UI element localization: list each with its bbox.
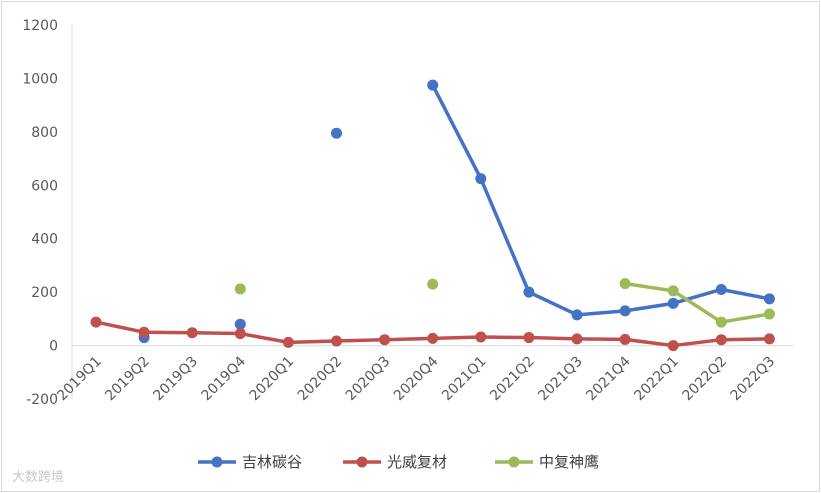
x-tick-label: 2019Q1 <box>54 354 105 405</box>
x-tick-label: 2021Q4 <box>583 353 634 404</box>
data-point <box>234 318 246 330</box>
data-point <box>523 332 535 344</box>
data-point <box>523 286 535 298</box>
x-tick-label: 2020Q1 <box>247 354 298 405</box>
data-point <box>619 305 631 317</box>
series-layer <box>90 79 775 352</box>
x-tick-label: 2021Q2 <box>487 354 538 405</box>
data-point <box>763 293 775 305</box>
data-point <box>427 278 439 290</box>
x-tick-label: 2021Q3 <box>535 354 586 405</box>
data-point <box>282 336 294 348</box>
y-tick-label: 1200 <box>22 18 58 34</box>
data-point <box>571 309 583 321</box>
x-tick-label: 2021Q1 <box>439 354 490 405</box>
y-axis-labels: 1200 1000 800 600 400 200 0 -200 <box>22 18 58 408</box>
data-point <box>475 173 487 185</box>
x-tick-label: 2019Q2 <box>102 354 153 405</box>
legend: 吉林碳谷 光威复材 中复神鹰 <box>198 453 599 471</box>
legend-item: 光威复材 <box>343 453 447 471</box>
data-point <box>138 326 150 338</box>
x-axis-labels: 2019Q12019Q22019Q32019Q42020Q12020Q22020… <box>54 353 778 404</box>
data-point <box>427 332 439 344</box>
series-2 <box>90 316 775 352</box>
y-tick-label: 400 <box>31 232 58 248</box>
y-tick-label: 0 <box>49 339 58 355</box>
x-tick-label: 2019Q3 <box>150 354 201 405</box>
y-tick-label: 800 <box>31 125 58 141</box>
data-point <box>763 333 775 345</box>
data-point <box>427 79 439 91</box>
legend-label: 光威复材 <box>387 453 447 471</box>
data-point <box>331 127 342 139</box>
data-point <box>667 285 679 297</box>
data-point <box>234 328 246 340</box>
data-point <box>715 334 727 346</box>
series-line <box>430 83 772 317</box>
legend-marker <box>356 456 368 468</box>
data-point <box>715 316 727 328</box>
y-tick-label: 1000 <box>22 71 58 87</box>
legend-label: 吉林碳谷 <box>242 453 302 471</box>
data-point <box>331 335 342 347</box>
y-tick-label: -200 <box>26 392 58 408</box>
data-point <box>619 333 631 345</box>
x-tick-label: 2022Q2 <box>680 354 731 405</box>
series-3 <box>234 278 775 328</box>
x-tick-label: 2020Q3 <box>343 354 394 405</box>
y-tick-label: 600 <box>31 178 58 194</box>
series-1 <box>138 79 775 344</box>
x-tick-label: 2022Q3 <box>728 354 779 405</box>
legend-marker <box>508 456 520 468</box>
data-point <box>379 334 391 346</box>
data-point <box>475 331 487 343</box>
legend-label: 中复神鹰 <box>539 453 599 471</box>
legend-item: 中复神鹰 <box>495 453 599 471</box>
x-tick-label: 2022Q1 <box>631 354 682 405</box>
data-point <box>619 278 631 290</box>
legend-marker <box>211 456 223 468</box>
x-tick-label: 2020Q2 <box>295 354 346 405</box>
x-tick-label: 2020Q4 <box>391 353 442 404</box>
data-point <box>90 316 102 328</box>
data-point <box>763 308 775 320</box>
data-point <box>667 297 679 309</box>
watermark: 大数跨境 <box>12 470 65 485</box>
legend-item: 吉林碳谷 <box>198 453 302 471</box>
x-tick-label: 2019Q4 <box>199 353 250 404</box>
series-line <box>623 281 772 324</box>
data-point <box>186 327 198 339</box>
data-point <box>715 283 727 295</box>
data-point <box>667 340 679 352</box>
data-point <box>571 333 583 345</box>
y-tick-label: 200 <box>31 285 58 301</box>
data-point <box>234 283 246 295</box>
